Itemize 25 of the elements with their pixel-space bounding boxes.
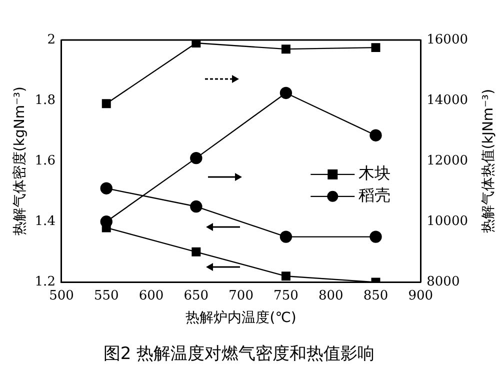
legend-label: 木块	[358, 164, 391, 183]
x-tick-label: 650	[184, 288, 209, 304]
y-axis-title: 热解气体密度(kgNm⁻³)	[12, 86, 28, 236]
y-tick-label: 2	[47, 32, 56, 48]
y-tick-label: 1.2	[34, 274, 56, 290]
x-tick-label: 800	[318, 288, 344, 304]
y-tick-label: 1.8	[34, 92, 56, 108]
y-tick-label: 1.4	[34, 214, 56, 230]
y2-tick-label: 14000	[426, 92, 468, 108]
y2-tick-label: 16000	[426, 32, 468, 48]
y2-tick-label: 10000	[426, 214, 468, 230]
legend-label: 稻壳	[358, 186, 391, 205]
y-tick-label: 1.6	[34, 153, 56, 168]
x-tick-label: 550	[94, 288, 119, 304]
x-tick-label: 700	[228, 288, 254, 304]
text: 图2 热解温度对燃气密度和热值影响	[103, 344, 375, 364]
x-axis-title: 热解炉内温度(℃)	[186, 310, 296, 326]
x-tick-label: 600	[138, 288, 164, 304]
x-tick-label: 850	[363, 288, 388, 304]
y2-tick-label: 12000	[426, 153, 468, 168]
y2-tick-label: 8000	[426, 274, 460, 290]
x-tick-label: 900	[408, 288, 434, 304]
x-tick-label: 750	[274, 288, 298, 304]
y2-axis-title: 热解气体热值(kJNm⁻³)	[480, 88, 496, 234]
x-tick-label: 500	[49, 288, 74, 304]
